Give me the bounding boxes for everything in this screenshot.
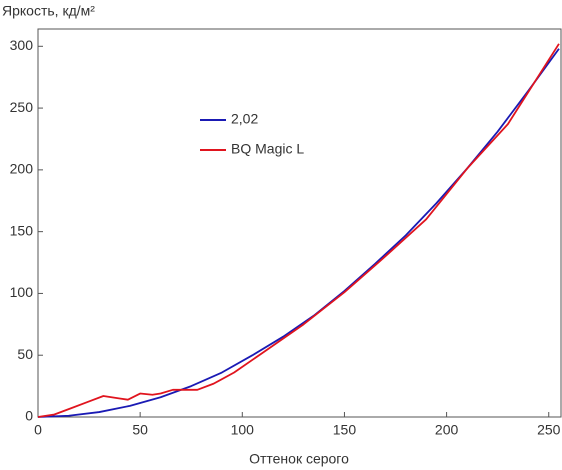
x-tick-label: 200 xyxy=(435,422,459,438)
x-tick-label: 250 xyxy=(537,422,561,438)
y-axis-label: Яркость, кд/м² xyxy=(2,3,95,19)
x-axis-label: Оттенок серого xyxy=(249,451,349,467)
series-line xyxy=(37,48,560,418)
y-tick-label: 150 xyxy=(10,222,34,238)
y-tick-label: 100 xyxy=(10,284,34,300)
y-tick-label: 200 xyxy=(10,161,34,177)
y-tick-label: 50 xyxy=(17,346,33,362)
y-tick-label: 300 xyxy=(10,37,34,53)
plot-frame xyxy=(37,28,562,418)
legend-label: 2,02 xyxy=(231,111,258,127)
x-tick-label: 0 xyxy=(34,422,42,438)
x-tick-label: 100 xyxy=(231,422,255,438)
y-tick-label: 250 xyxy=(10,99,34,115)
series-line xyxy=(37,43,560,418)
x-tick-label: 150 xyxy=(333,422,357,438)
legend-label: BQ Magic L xyxy=(231,141,304,157)
x-tick-label: 50 xyxy=(132,422,148,438)
y-tick-label: 0 xyxy=(25,408,33,424)
